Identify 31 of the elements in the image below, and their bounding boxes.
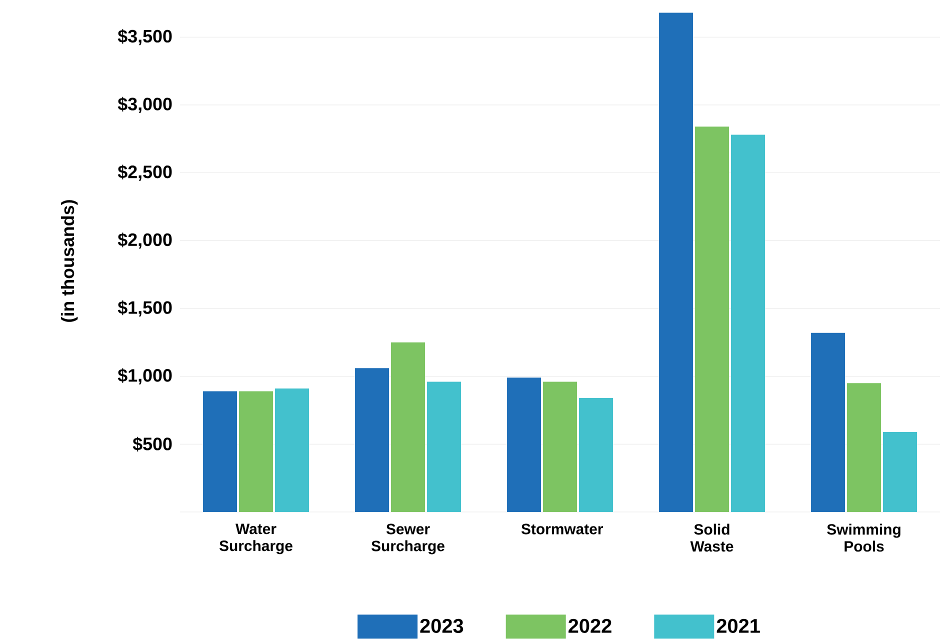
y-tick-label: $1,000: [118, 368, 172, 384]
bar: [543, 382, 578, 512]
bar: [731, 134, 765, 512]
legend-label: 2021: [716, 618, 760, 633]
x-tick-label: Swimming Pools: [827, 524, 900, 552]
bar: [811, 332, 846, 512]
bar: [507, 378, 542, 512]
x-tick-label: Sewer Surcharge: [371, 524, 444, 554]
bar: [355, 368, 390, 512]
bar: [427, 382, 461, 512]
bar: [695, 126, 730, 512]
y-axis-title: (in thousands): [60, 200, 78, 322]
bar: [883, 432, 917, 512]
bar: [659, 12, 694, 512]
bar: [275, 388, 309, 512]
bar: [203, 391, 238, 512]
legend-label: 2023: [420, 618, 464, 634]
bar: [239, 391, 274, 512]
y-tick-label: $3,500: [118, 29, 172, 46]
y-tick-label: $2,500: [118, 164, 172, 181]
bar: [391, 342, 426, 512]
bar: [579, 398, 613, 512]
x-tick-label: Stormwater: [521, 524, 603, 534]
y-tick-label: $1,500: [118, 300, 172, 317]
y-tick-label: $2,000: [118, 232, 172, 249]
x-tick-label: Solid Waste: [690, 524, 734, 552]
y-tick-label: $3,000: [118, 96, 172, 114]
legend-label: 2022: [568, 618, 612, 633]
x-tick-label: Water Surcharge: [219, 524, 292, 554]
y-tick-label: $500: [132, 436, 172, 452]
bar: [847, 383, 882, 512]
